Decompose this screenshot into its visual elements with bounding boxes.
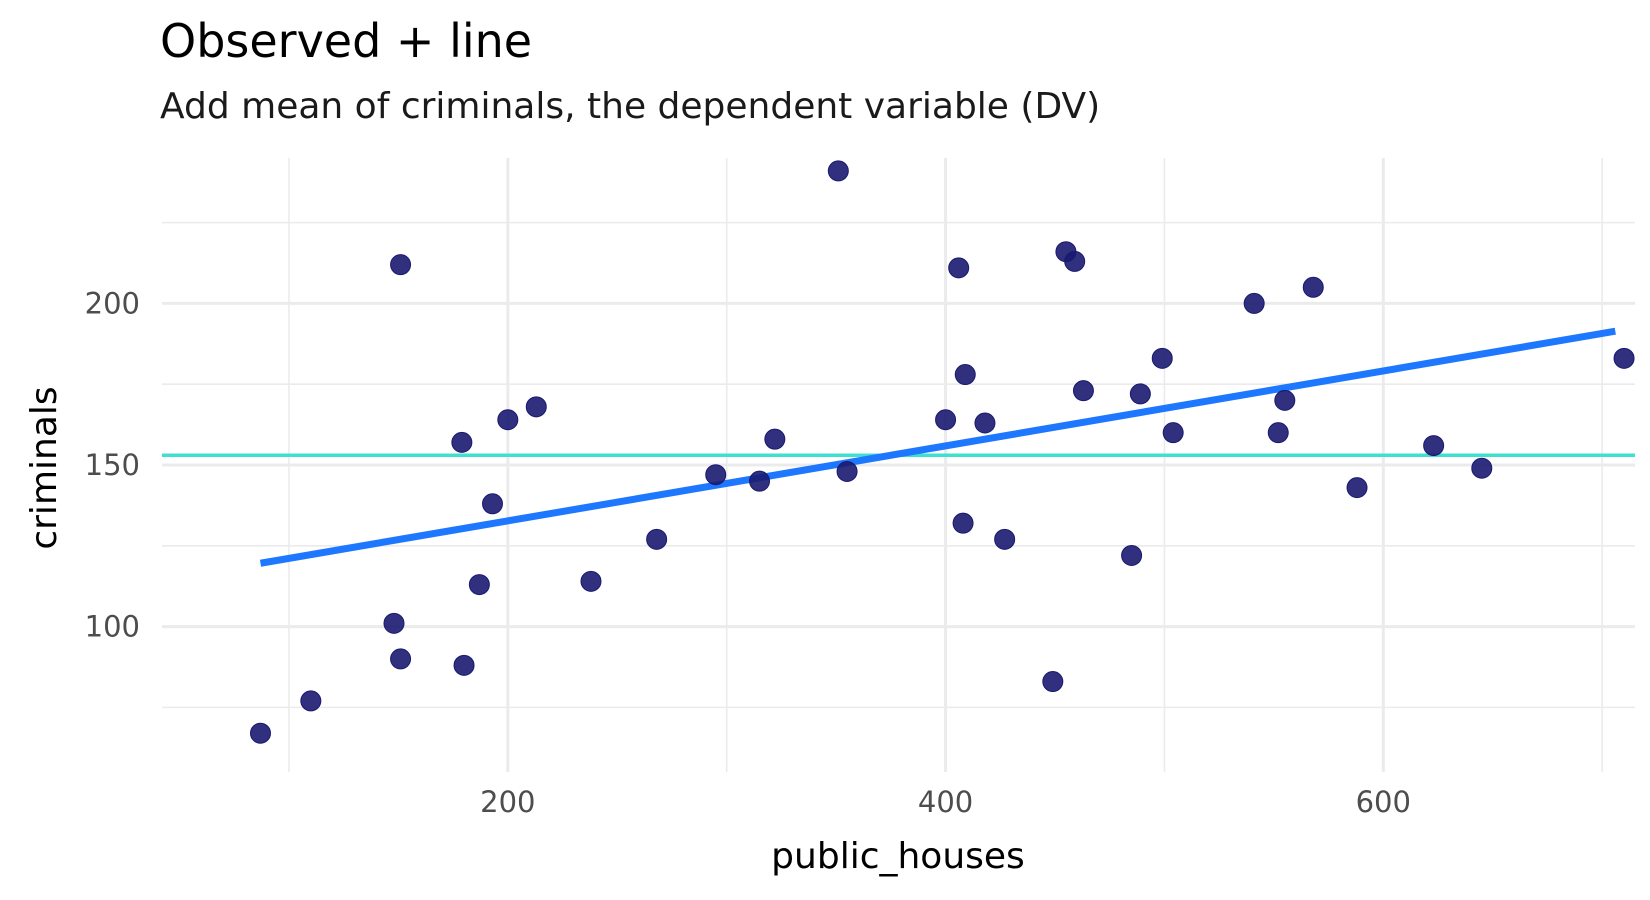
data-point — [580, 570, 602, 592]
tick-labels: 200 400 600 100 150 200 — [85, 286, 1411, 819]
x-axis-title: public_houses — [771, 836, 1025, 877]
data-point — [827, 160, 849, 182]
data-point — [1613, 347, 1635, 369]
chart-title: Observed + line — [160, 14, 533, 68]
data-point — [390, 648, 412, 670]
chart-subtitle: Add mean of criminals, the dependent var… — [160, 86, 1101, 127]
y-axis-title: criminals — [24, 386, 65, 549]
data-point — [390, 254, 412, 276]
data-point — [525, 396, 547, 418]
data-point — [1243, 292, 1265, 314]
data-point — [952, 512, 974, 534]
x-tick-label: 600 — [1356, 785, 1411, 819]
major-gridlines — [162, 158, 1635, 772]
minor-gridlines — [162, 158, 1635, 772]
data-point — [481, 493, 503, 515]
data-point — [974, 412, 996, 434]
data-point — [1064, 250, 1086, 272]
data-point — [1042, 671, 1064, 693]
data-point — [468, 574, 490, 596]
y-tick-label: 200 — [85, 286, 140, 320]
data-point — [1267, 422, 1289, 444]
data-point — [1346, 477, 1368, 499]
fit-lines — [162, 327, 1635, 567]
data-point — [994, 528, 1016, 550]
data-point — [249, 722, 271, 744]
data-point — [1302, 276, 1324, 298]
data-point — [1129, 383, 1151, 405]
data-point — [935, 409, 957, 431]
data-point — [646, 528, 668, 550]
data-point — [1423, 435, 1445, 457]
regression-line — [259, 327, 1616, 567]
data-point — [453, 654, 475, 676]
data-point — [705, 464, 727, 486]
data-point — [1471, 457, 1493, 479]
y-tick-label: 100 — [85, 610, 140, 644]
data-point — [1162, 422, 1184, 444]
data-point — [948, 257, 970, 279]
data-point — [954, 364, 976, 386]
data-point — [1151, 347, 1173, 369]
data-point — [383, 612, 405, 634]
x-tick-label: 200 — [480, 785, 535, 819]
data-point — [836, 460, 858, 482]
data-point — [1121, 544, 1143, 566]
y-tick-label: 150 — [85, 448, 140, 482]
data-point — [451, 431, 473, 453]
data-point — [1072, 380, 1094, 402]
data-point — [764, 428, 786, 450]
x-tick-label: 400 — [918, 785, 973, 819]
data-point — [497, 409, 519, 431]
data-points — [249, 160, 1635, 744]
data-point — [300, 690, 322, 712]
data-point — [1274, 389, 1296, 411]
data-point — [749, 470, 771, 492]
